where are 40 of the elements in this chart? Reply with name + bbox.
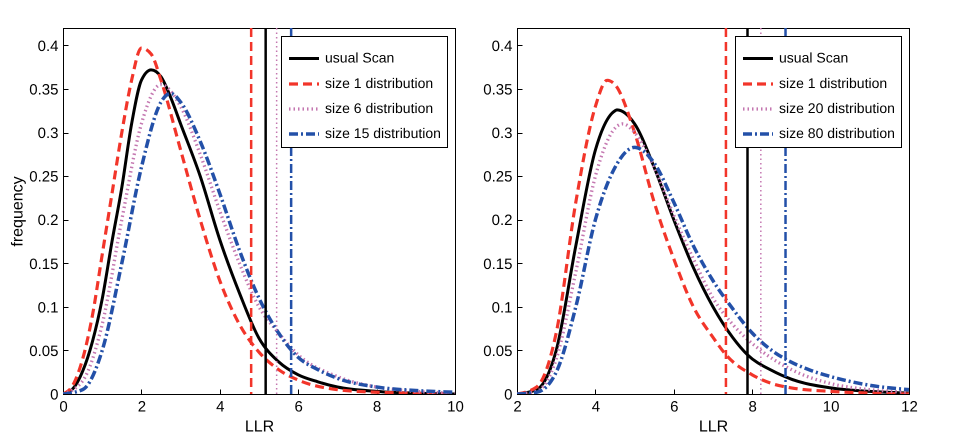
legend-label: usual Scan — [325, 50, 394, 66]
x-axis-title: LLR — [244, 418, 274, 436]
y-tick-label: 0.05 — [483, 342, 512, 360]
y-tick-label: 0.05 — [29, 342, 58, 360]
x-tick-label: 2 — [513, 398, 522, 416]
y-tick-label: 0.1 — [38, 299, 58, 316]
y-tick-label: 0.3 — [492, 125, 512, 142]
y-tick-label: 0.2 — [492, 212, 512, 230]
legend-label: size 6 distribution — [325, 100, 434, 116]
y-tick-label: 0.15 — [29, 256, 58, 273]
x-tick-label: 4 — [216, 398, 224, 416]
x-tick-label: 6 — [294, 398, 303, 416]
x-tick-label: 8 — [748, 398, 757, 416]
x-tick-label: 12 — [901, 398, 918, 416]
legend-label: usual Scan — [779, 50, 848, 66]
x-tick-label: 8 — [372, 398, 382, 416]
legend-label: size 80 distribution — [779, 125, 895, 141]
y-tick-label: 0.35 — [483, 82, 512, 98]
y-tick-label: 0.2 — [38, 212, 58, 230]
x-tick-label: 4 — [592, 398, 600, 416]
legend-label: size 1 distribution — [325, 75, 434, 91]
y-tick-label: 0.35 — [29, 82, 58, 98]
y-tick-label: 0.4 — [492, 38, 512, 55]
y-tick-label: 0 — [504, 386, 512, 404]
y-tick-label: 0.1 — [492, 299, 512, 316]
y-tick-label: 0 — [50, 386, 58, 404]
x-tick-label: 2 — [138, 398, 146, 416]
x-tick-label: 10 — [447, 398, 464, 416]
legend-label: size 15 distribution — [325, 125, 441, 141]
legend-label: size 1 distribution — [779, 75, 888, 91]
x-tick-label: 6 — [670, 398, 678, 416]
y-tick-label: 0.25 — [483, 168, 512, 186]
x-tick-label: 10 — [822, 398, 840, 416]
y-tick-label: 0.15 — [483, 256, 512, 273]
x-axis-title: LLR — [698, 418, 728, 436]
y-tick-label: 0.4 — [38, 38, 58, 55]
y-axis-title: frequency — [9, 176, 26, 247]
legend-label: size 20 distribution — [779, 100, 895, 116]
y-tick-label: 0.3 — [38, 125, 58, 142]
y-tick-label: 0.25 — [29, 168, 58, 186]
